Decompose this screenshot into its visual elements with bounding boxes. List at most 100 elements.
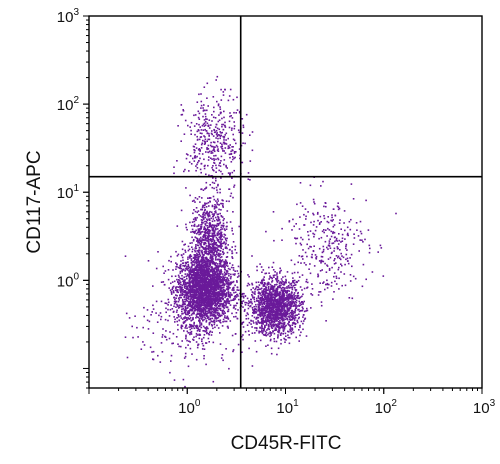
event-dot [199, 320, 201, 323]
event-dot [219, 299, 222, 301]
event-dot [220, 231, 223, 234]
event-dot [215, 167, 218, 169]
event-dot [205, 277, 208, 279]
event-dot [188, 273, 190, 276]
event-dot [187, 263, 190, 266]
event-dot [185, 187, 187, 189]
event-dot [197, 210, 200, 212]
event-dot [192, 279, 195, 282]
event-dot [289, 324, 291, 327]
event-dot [237, 295, 239, 297]
event-dot [259, 288, 262, 290]
event-dot [238, 298, 240, 301]
event-dot [190, 306, 193, 309]
event-dot [199, 314, 201, 316]
event-dot [287, 294, 290, 297]
event-dot [204, 224, 207, 226]
event-dot [290, 330, 292, 333]
event-dot [189, 286, 191, 289]
event-dot [199, 215, 202, 217]
event-dot [213, 232, 216, 235]
event-dot [233, 111, 235, 114]
event-dot [196, 225, 198, 228]
event-dot [227, 283, 229, 286]
event-dot [251, 283, 254, 286]
event-dot [210, 313, 213, 315]
event-dot [282, 290, 285, 293]
event-dot [230, 161, 233, 163]
event-dot [274, 274, 276, 276]
event-dot [264, 311, 267, 314]
event-dot [227, 291, 230, 293]
event-dot [320, 301, 323, 303]
event-dot [208, 275, 210, 278]
event-dot [208, 205, 210, 207]
event-dot [187, 154, 189, 156]
event-dot [213, 155, 215, 157]
event-dot [209, 283, 211, 286]
event-dot [200, 244, 202, 246]
event-dot [228, 153, 231, 156]
event-dot [241, 161, 244, 164]
event-dot [201, 142, 204, 145]
event-dot [216, 313, 219, 316]
event-dot [229, 268, 231, 271]
event-dot [266, 320, 268, 322]
event-dot [287, 299, 290, 302]
event-dot [185, 337, 187, 340]
event-dot [228, 200, 230, 203]
event-dot [188, 280, 190, 282]
event-dot [213, 148, 215, 150]
event-dot [257, 300, 259, 302]
event-dot [224, 293, 227, 295]
event-dot [206, 222, 208, 224]
event-dot [200, 228, 202, 230]
event-dot [242, 306, 244, 308]
event-dot [192, 282, 194, 284]
event-dot [192, 293, 195, 296]
event-dot [277, 294, 279, 297]
event-dot [165, 311, 167, 314]
event-dot [269, 335, 271, 338]
event-dot [212, 327, 214, 330]
event-dot [213, 298, 215, 300]
event-dot [213, 314, 216, 317]
event-dot [230, 192, 233, 195]
event-dot [279, 317, 282, 320]
event-dot [209, 311, 212, 314]
event-dot [203, 235, 205, 237]
event-dot [282, 283, 284, 286]
event-dot [233, 184, 236, 187]
event-dot [209, 276, 211, 278]
event-dot [199, 291, 201, 293]
event-dot [206, 326, 208, 328]
event-dot [217, 315, 220, 317]
event-dot [244, 142, 246, 145]
event-dot [210, 225, 213, 227]
event-dot [262, 319, 265, 321]
event-dot [205, 301, 208, 304]
event-dot [194, 309, 197, 312]
event-dot [215, 137, 217, 139]
event-dot [279, 315, 281, 317]
event-dot [214, 146, 216, 148]
event-dot [198, 230, 201, 232]
event-dot [229, 262, 231, 265]
event-dot [199, 233, 202, 235]
event-dot [179, 264, 181, 267]
event-dot [184, 302, 186, 305]
event-dot [262, 285, 265, 287]
event-dot [199, 328, 201, 331]
event-dot [277, 317, 279, 319]
event-dot [212, 290, 215, 292]
event-dot [213, 146, 215, 148]
event-dot [189, 282, 192, 284]
event-dot [191, 299, 194, 301]
event-dot [199, 297, 202, 299]
event-dot [204, 314, 206, 316]
event-dot [220, 134, 222, 137]
event-dot [261, 312, 263, 314]
event-dot [211, 247, 213, 250]
event-dot [214, 126, 217, 128]
event-dot [209, 299, 212, 301]
